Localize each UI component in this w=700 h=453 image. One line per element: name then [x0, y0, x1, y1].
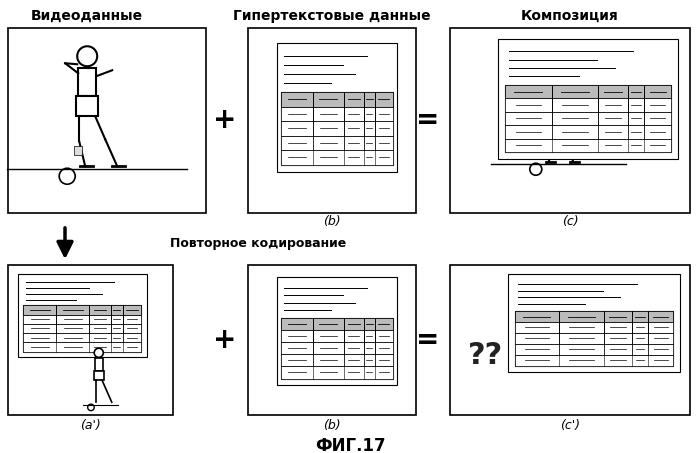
Text: +: +	[214, 106, 237, 134]
Bar	[505, 112, 671, 125]
Bar	[505, 85, 671, 152]
Bar	[450, 265, 690, 415]
Bar	[74, 146, 82, 155]
Bar	[281, 318, 393, 379]
Circle shape	[77, 46, 97, 66]
Bar	[505, 85, 671, 98]
Bar	[8, 265, 173, 415]
Circle shape	[60, 168, 75, 184]
Bar	[281, 135, 393, 150]
Bar	[281, 354, 393, 366]
Text: Видеоданные: Видеоданные	[31, 9, 144, 23]
Bar	[281, 366, 393, 379]
Text: ФИГ.17: ФИГ.17	[315, 437, 385, 453]
Text: (a'): (a')	[80, 419, 101, 432]
Bar	[94, 358, 103, 371]
Bar	[281, 342, 393, 354]
Circle shape	[94, 348, 104, 357]
Bar	[276, 43, 398, 172]
Bar	[23, 305, 141, 352]
Bar	[8, 28, 206, 213]
Bar	[541, 147, 547, 154]
Circle shape	[530, 163, 542, 175]
Bar	[23, 342, 141, 352]
Bar	[281, 150, 393, 164]
Bar	[544, 88, 557, 109]
Bar	[248, 28, 416, 213]
Text: +: +	[214, 326, 237, 354]
Text: (c): (c)	[561, 216, 578, 228]
Bar	[18, 274, 146, 357]
Bar	[514, 333, 673, 344]
Bar	[514, 322, 673, 333]
Bar	[78, 68, 96, 96]
Bar	[23, 305, 141, 314]
Text: ??: ??	[468, 341, 503, 370]
Bar	[508, 274, 680, 371]
Bar	[514, 355, 673, 366]
Bar	[281, 330, 393, 342]
Text: Гипертекстовые данные: Гипертекстовые данные	[233, 9, 430, 23]
Bar	[514, 311, 673, 366]
Text: =: =	[416, 326, 440, 354]
Bar	[23, 314, 141, 324]
Bar	[542, 109, 559, 124]
Bar	[514, 311, 673, 322]
Bar	[514, 344, 673, 355]
Bar	[76, 96, 98, 116]
Bar	[248, 265, 416, 415]
Bar	[23, 324, 141, 333]
Bar	[281, 92, 393, 164]
Bar	[505, 125, 671, 139]
Text: (c'): (c')	[560, 419, 580, 432]
Bar	[505, 139, 671, 152]
Text: (b): (b)	[323, 216, 341, 228]
Bar	[276, 277, 398, 385]
Bar	[281, 106, 393, 121]
Bar	[281, 92, 393, 106]
Circle shape	[543, 72, 559, 87]
Circle shape	[88, 404, 94, 411]
Text: Повторное кодирование: Повторное кодирование	[170, 237, 346, 251]
Bar	[505, 98, 671, 112]
Bar	[498, 39, 678, 159]
Bar	[450, 28, 690, 213]
Bar	[281, 318, 393, 330]
Text: =: =	[416, 106, 440, 134]
Text: Композиция: Композиция	[521, 9, 619, 23]
Bar	[281, 121, 393, 135]
Bar	[94, 371, 104, 380]
Bar	[23, 333, 141, 342]
Text: (b): (b)	[323, 419, 341, 432]
